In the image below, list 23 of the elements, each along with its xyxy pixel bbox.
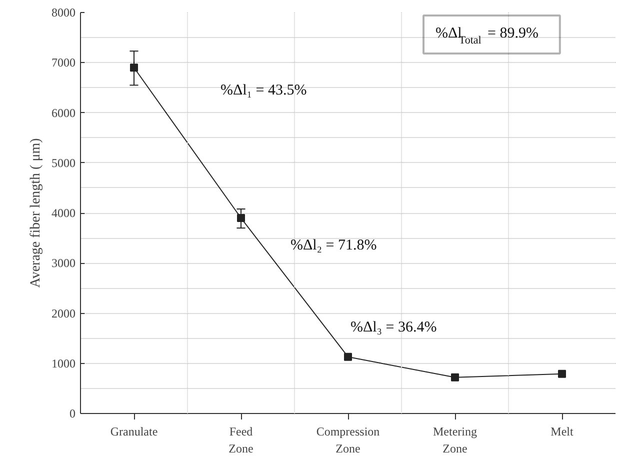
y-tick-label: 5000	[52, 156, 76, 170]
y-tick-label: 0	[70, 406, 76, 420]
x-tick-label: Metering Zone	[433, 424, 478, 456]
y-axis-title: Average fiber length ( μm)	[28, 138, 44, 288]
annotation: %Δl₃ = 36.4%	[350, 320, 437, 336]
y-tick-label: 8000	[52, 6, 76, 20]
annotation: %Δl₁ = 43.5%	[220, 82, 307, 98]
x-tick-label: Melt	[550, 424, 574, 438]
point	[130, 64, 138, 72]
point	[237, 214, 245, 222]
x-tick-label: Feed Zone	[228, 424, 254, 456]
y-tick-label: 6000	[52, 106, 76, 120]
y-tick-label: 2000	[52, 306, 76, 320]
y-tick-label: 4000	[52, 206, 76, 220]
point	[344, 352, 352, 361]
y-tick-label: 7000	[52, 56, 76, 70]
y-tick-label: 1000	[52, 356, 76, 370]
x-tick-label: Compression Zone	[316, 424, 380, 456]
point	[451, 373, 459, 382]
y-tick-label: 3000	[52, 256, 76, 270]
point	[558, 370, 566, 378]
x-tick-label: Granulate	[110, 424, 158, 438]
annotation: %Δl₂ = 71.8%	[290, 238, 377, 254]
